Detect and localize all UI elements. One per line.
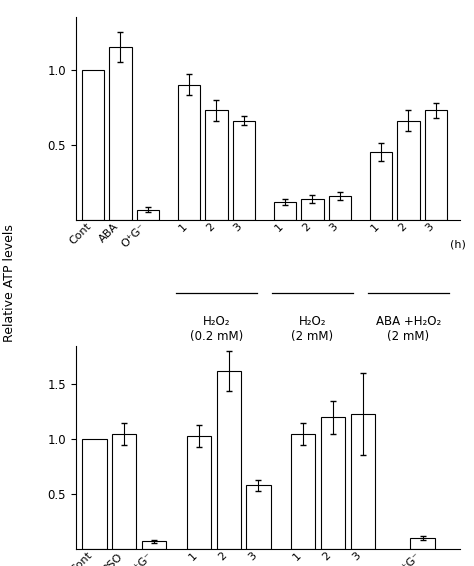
Text: H₂O₂
(2 mM): H₂O₂ (2 mM) [292, 315, 333, 344]
Text: ABA +H₂O₂
(2 mM): ABA +H₂O₂ (2 mM) [376, 315, 441, 344]
Bar [301, 199, 324, 220]
Text: Relative ATP levels: Relative ATP levels [3, 224, 16, 342]
Bar [328, 196, 351, 220]
Bar [187, 436, 211, 549]
Bar [410, 538, 435, 549]
Bar [82, 70, 104, 220]
Bar [397, 121, 419, 220]
Bar [274, 202, 296, 220]
Bar [112, 434, 137, 549]
Bar [137, 209, 159, 220]
Bar [82, 439, 107, 549]
Bar [246, 486, 271, 549]
Bar [321, 417, 345, 549]
Bar [351, 414, 375, 549]
Bar [178, 85, 200, 220]
Bar [217, 371, 241, 549]
Bar [291, 434, 315, 549]
Text: H₂O₂
(0.2 mM): H₂O₂ (0.2 mM) [190, 315, 243, 344]
Text: (h): (h) [450, 239, 466, 250]
Bar [205, 110, 228, 220]
Bar [233, 121, 255, 220]
Bar [425, 110, 447, 220]
Bar [109, 47, 132, 220]
Bar [142, 541, 166, 549]
Bar [370, 152, 392, 220]
